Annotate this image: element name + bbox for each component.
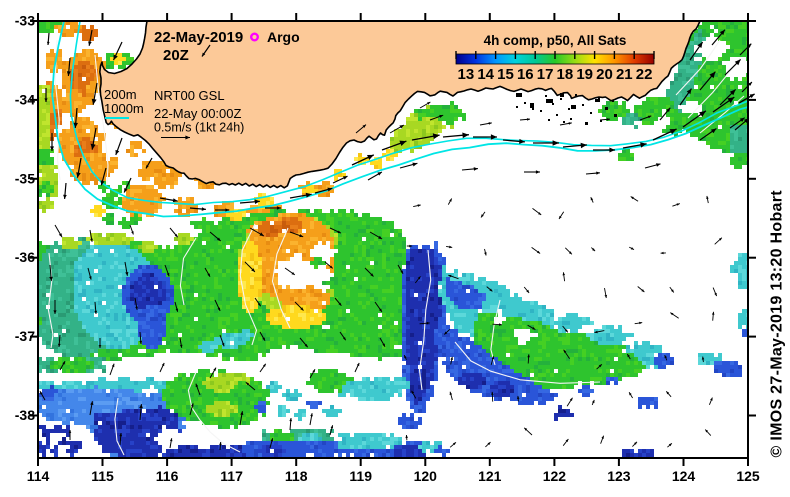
svg-text:© IMOS 27-May-2019 13:20 Hobar: © IMOS 27-May-2019 13:20 Hobart (769, 190, 786, 458)
svg-text:19: 19 (576, 66, 593, 83)
svg-text:18: 18 (557, 66, 574, 83)
svg-text:123: 123 (607, 468, 631, 484)
svg-text:115: 115 (91, 468, 114, 484)
svg-text:118: 118 (285, 468, 308, 484)
svg-text:114: 114 (27, 468, 50, 484)
svg-text:20: 20 (596, 66, 613, 83)
svg-text:22: 22 (636, 66, 653, 83)
svg-text:-34: -34 (15, 91, 35, 107)
svg-text:125: 125 (736, 468, 760, 484)
svg-text:14: 14 (477, 66, 494, 83)
svg-text:4h comp, p50, All Sats: 4h comp, p50, All Sats (484, 33, 627, 48)
svg-text:-38: -38 (15, 407, 35, 423)
svg-text:122: 122 (543, 468, 567, 484)
svg-text:22-May 00:00Z: 22-May 00:00Z (154, 106, 241, 121)
svg-text:120: 120 (414, 468, 438, 484)
svg-text:-37: -37 (15, 328, 35, 344)
svg-text:-33: -33 (15, 13, 35, 29)
svg-text:21: 21 (616, 66, 633, 83)
svg-text:116: 116 (156, 468, 179, 484)
svg-text:121: 121 (478, 468, 502, 484)
svg-text:-35: -35 (15, 170, 35, 186)
svg-text:-36: -36 (15, 249, 35, 265)
svg-text:17: 17 (537, 66, 554, 83)
svg-text:200m: 200m (104, 87, 137, 102)
svg-text:16: 16 (517, 66, 534, 83)
svg-text:1000m: 1000m (104, 101, 144, 116)
svg-text:117: 117 (220, 468, 243, 484)
svg-text:15: 15 (497, 66, 514, 83)
svg-text:20Z: 20Z (163, 47, 189, 64)
svg-text:119: 119 (349, 468, 372, 484)
svg-text:22-May-2019: 22-May-2019 (154, 29, 243, 46)
svg-text:13: 13 (458, 66, 475, 83)
svg-text:0.5m/s (1kt 24h): 0.5m/s (1kt 24h) (154, 121, 244, 135)
svg-text:124: 124 (672, 468, 696, 484)
svg-text:NRT00 GSL: NRT00 GSL (154, 88, 225, 103)
svg-text:Argo: Argo (267, 29, 300, 45)
